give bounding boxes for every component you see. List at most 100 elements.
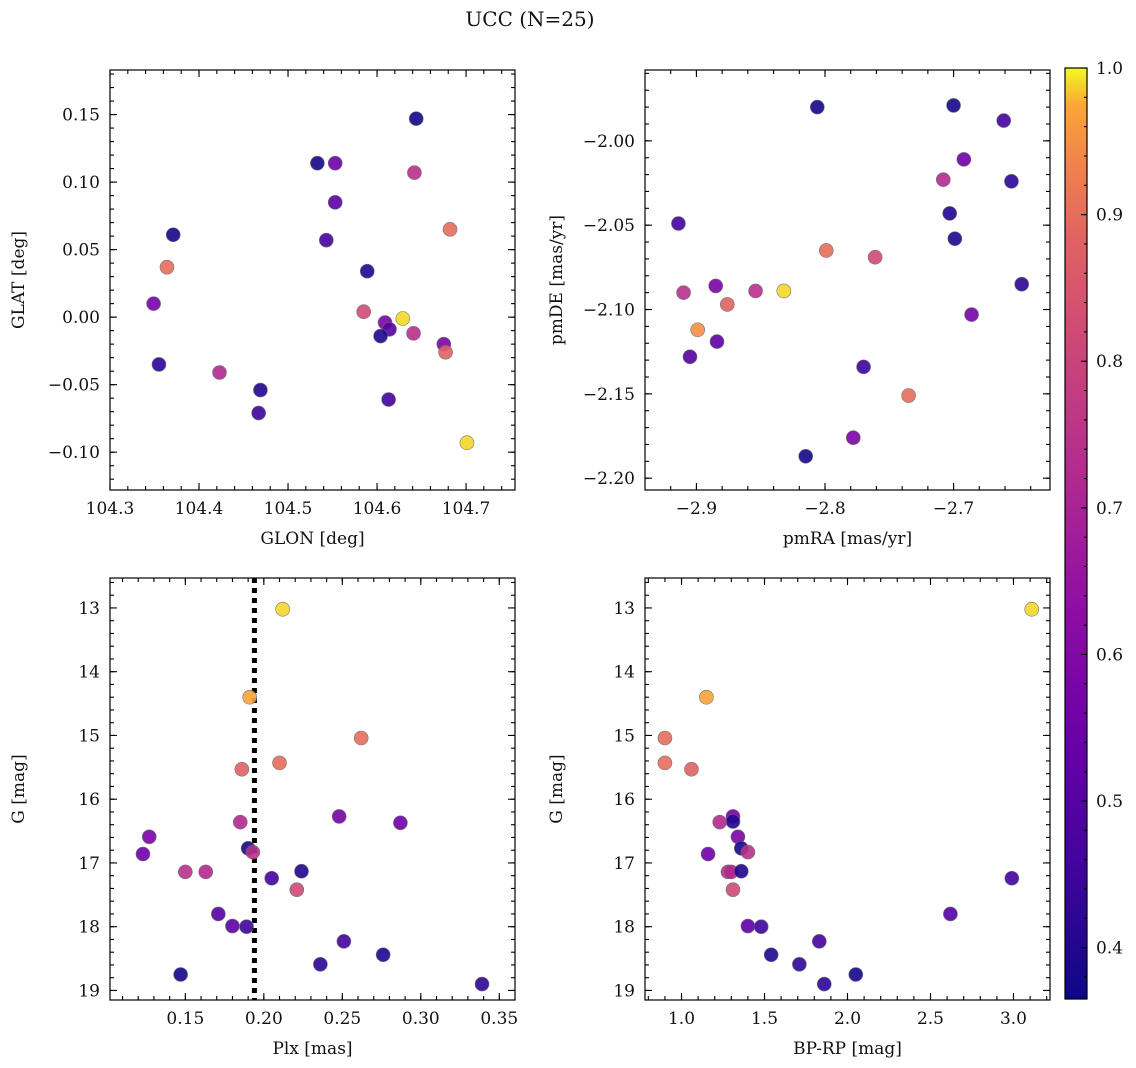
y-tick-label: 17 [613, 854, 635, 874]
scatter-point [753, 919, 769, 934]
y-tick-label: 19 [613, 981, 635, 1001]
scatter-point [151, 357, 167, 372]
y-tick-label: −2.05 [583, 216, 635, 236]
colorbar-tick-label: 1.0 [1096, 59, 1123, 79]
colorbar-tick-label: 0.8 [1096, 352, 1123, 372]
y-tick-label: 13 [613, 599, 635, 619]
scatter-point [809, 99, 825, 115]
scatter-point [709, 334, 725, 349]
scatter-point [740, 918, 756, 934]
y-tick-label: −2.00 [583, 132, 635, 152]
panel-pmde-vs-pmra: −2.9 −2.8 −2.7 −2.20 −2.15 −2.10 −2.05 −2.00 pmR… [547, 69, 1051, 549]
y-tick-label: 17 [78, 854, 100, 874]
scatter-point [375, 947, 391, 963]
scatter-point [438, 344, 453, 360]
colorbar: 0.4 0.5 0.6 0.7 0.8 0.9 1.0 [1064, 59, 1123, 1000]
colorbar-gradient [1065, 68, 1087, 999]
y-tick-label: −2.20 [583, 469, 635, 489]
scatter-point [356, 304, 371, 320]
y-tick-label: −0.05 [48, 376, 100, 396]
scatter-point [331, 809, 347, 824]
x-tick-label: 0.20 [245, 1009, 283, 1029]
scatter-point [740, 844, 756, 860]
panel-g-vs-plx: 0.15 0.20 0.25 0.30 0.35 13 14 15 16 17 18 19 Plx [m… [9, 577, 518, 1059]
scatter-point [845, 430, 861, 446]
scatter-point [442, 222, 458, 237]
scatter-point [811, 934, 827, 949]
x-tick-label: 1.5 [751, 1009, 778, 1029]
y-axis-label: G [mag] [9, 754, 29, 823]
scatter-point [159, 259, 175, 275]
y-tick-label: 0.10 [62, 173, 100, 193]
scatter-point [135, 846, 151, 862]
scatter-point [381, 392, 396, 407]
scatter-point [719, 297, 735, 312]
scatter-point [935, 172, 951, 187]
y-tick-label: 15 [613, 726, 635, 746]
y-tick-label: 15 [78, 726, 100, 746]
scatter-point [353, 730, 369, 746]
y-tick-label: −2.15 [583, 385, 635, 405]
y-tick-label: 14 [613, 663, 635, 683]
scatter-point [289, 882, 305, 898]
x-tick-label: 0.25 [323, 1009, 361, 1029]
y-axis-label: pmDE [mas/yr] [547, 215, 567, 345]
scatter-point [310, 155, 325, 171]
y-tick-label: 0.15 [62, 106, 100, 126]
scatter-point [359, 263, 375, 279]
scatter-point [327, 155, 343, 171]
axes-frame [109, 577, 516, 1001]
y-tick-label: 19 [78, 981, 100, 1001]
x-tick-label: −2.7 [933, 499, 974, 519]
scatter-point [318, 232, 334, 248]
scatter-point [848, 967, 864, 982]
scatter-point [776, 283, 792, 299]
scatter-point [792, 957, 807, 972]
scatter-point [947, 231, 963, 246]
scatter-point [657, 755, 673, 771]
colorbar-tick-label: 0.9 [1096, 206, 1123, 226]
scatter-point [373, 328, 388, 344]
x-tick-label: 0.30 [402, 1009, 440, 1029]
scatter-point [264, 870, 279, 886]
x-tick-label: 104.7 [442, 499, 491, 519]
scatter-point [395, 311, 411, 326]
y-tick-label: 16 [613, 790, 635, 810]
colorbar-tick-label: 0.7 [1096, 499, 1123, 519]
scatter-point [253, 382, 268, 398]
scatter-point [146, 296, 161, 311]
scatter-point [733, 863, 749, 879]
scatter-point [700, 846, 716, 862]
y-tick-label: 18 [613, 918, 635, 938]
scatter-point [408, 111, 424, 126]
axes-frame [109, 69, 516, 491]
figure-title: UCC (N=25) [465, 7, 594, 31]
scatter-point [956, 152, 972, 167]
scatter-point [867, 249, 883, 265]
scatter-point [459, 435, 475, 451]
scatter-point [232, 814, 248, 830]
scatter-point [942, 206, 958, 221]
scatter-point [242, 689, 258, 705]
x-tick-label: 104.5 [264, 499, 313, 519]
scatter-point [225, 918, 240, 934]
scatter-point [964, 307, 979, 322]
x-tick-label: −2.9 [676, 499, 717, 519]
colorbar-frame [1064, 67, 1088, 1000]
x-tick-label: 104.4 [175, 499, 224, 519]
scatter-point [856, 359, 871, 375]
scatter-point [946, 98, 961, 113]
x-axis-label: GLON [deg] [260, 529, 364, 549]
panel-glat-vs-glon: 104.3 104.4 104.5 104.6 104.7 −0.10 −0.05 0.00 0… [9, 69, 516, 549]
x-axis-label: BP-RP [mag] [793, 1039, 902, 1059]
scatter-point [406, 326, 421, 341]
scatter-point [818, 243, 834, 258]
scatter-point [712, 814, 727, 830]
scatter-point [275, 601, 290, 617]
y-tick-label: 18 [78, 918, 100, 938]
scatter-point [178, 864, 193, 880]
scatter-point [173, 967, 188, 982]
y-tick-label: 16 [78, 790, 100, 810]
scatter-point [336, 934, 352, 949]
